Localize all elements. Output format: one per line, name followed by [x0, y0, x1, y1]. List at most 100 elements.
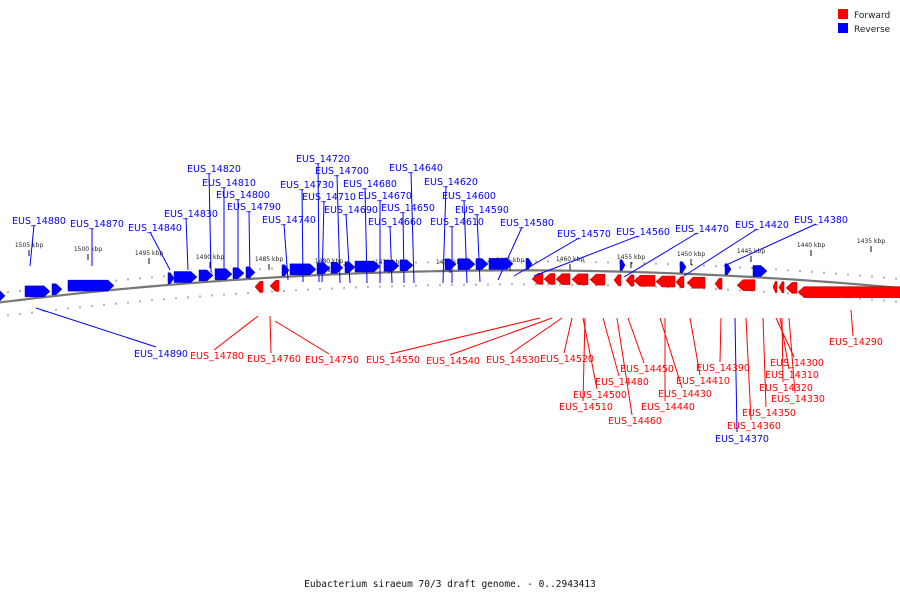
- forward-gene-label: EUS_14510: [559, 402, 613, 413]
- forward-label-leader: [719, 317, 722, 363]
- forward-gene-arrow: [254, 281, 264, 293]
- reverse-gene-label: EUS_14890: [134, 349, 188, 360]
- reverse-label-leader: [317, 162, 320, 283]
- forward-gene-arrow: [736, 279, 756, 291]
- forward-label-leader: [788, 317, 796, 394]
- reverse-gene-label: EUS_14720: [296, 154, 350, 165]
- reverse-label-leader: [533, 235, 639, 277]
- forward-label-leader: [269, 315, 272, 354]
- forward-gene-arrow: [778, 281, 785, 294]
- forward-gene-arrow: [555, 273, 571, 285]
- genome-caption: Eubacterium siraeum 70/3 draft genome. -…: [304, 579, 596, 590]
- forward-gene-label: EUS_14450: [620, 364, 674, 375]
- forward-gene-arrow: [571, 273, 589, 286]
- forward-gene-label: EUS_14460: [608, 416, 662, 427]
- reverse-gene-arrow: [475, 258, 489, 270]
- reverse-gene-label: EUS_14470: [675, 224, 729, 235]
- reverse-label-leader: [301, 188, 304, 283]
- scale-tick-label: 1450 kbp: [677, 251, 705, 258]
- legend-forward-label: Forward: [854, 11, 891, 21]
- reverse-gene-label: EUS_14870: [70, 219, 124, 230]
- forward-gene-label: EUS_14500: [573, 390, 627, 401]
- forward-label-leader: [274, 320, 330, 355]
- legend-reverse-label: Reverse: [854, 25, 891, 35]
- scale-tick-label: 1455 kbp: [617, 254, 645, 261]
- reverse-label-leader: [208, 172, 212, 273]
- forward-gene-label: EUS_14480: [595, 377, 649, 388]
- forward-gene-arrow: [675, 276, 685, 288]
- reverse-label-leader: [248, 210, 251, 280]
- reverse-gene-label: EUS_14710: [302, 192, 356, 203]
- forward-gene-arrow: [714, 278, 723, 290]
- reverse-label-leader: [364, 187, 368, 284]
- reverse-gene-label: EUS_14640: [389, 163, 443, 174]
- reverse-gene-label: EUS_14830: [164, 209, 218, 220]
- reverse-label-leader: [476, 213, 481, 283]
- reverse-gene-label: EUS_14740: [262, 215, 316, 226]
- reverse-label-leader: [402, 211, 405, 284]
- forward-gene-label: EUS_14310: [765, 370, 819, 381]
- reverse-gene-arrow: [281, 264, 290, 277]
- reverse-label-leader: [497, 226, 523, 281]
- reverse-gene-label: EUS_14580: [500, 218, 554, 229]
- reverse-gene-label: EUS_14590: [455, 205, 509, 216]
- forward-gene-label: EUS_14300: [770, 358, 824, 369]
- forward-gene-label: EUS_14520: [540, 354, 594, 365]
- reverse-gene-arrow: [752, 265, 768, 277]
- forward-swatch: [838, 9, 848, 19]
- reverse-gene-arrow: [51, 283, 63, 295]
- reverse-gene-label: EUS_14700: [315, 166, 369, 177]
- reverse-gene-arrow: [198, 269, 214, 282]
- forward-label-leader: [627, 317, 645, 364]
- reverse-gene-label: EUS_14600: [442, 191, 496, 202]
- forward-label-leader: [509, 317, 563, 355]
- reverse-gene-label: EUS_14420: [735, 220, 789, 231]
- forward-gene-arrow: [269, 280, 280, 292]
- scale-tick-label: 1445 kbp: [737, 248, 765, 255]
- forward-gene-arrow: [625, 274, 635, 287]
- reverse-gene-arrow: [354, 260, 381, 273]
- reverse-gene-label: EUS_14670: [358, 191, 412, 202]
- forward-gene-label: EUS_14430: [658, 389, 712, 400]
- scale-tick-label: 1490 kbp: [196, 254, 224, 261]
- forward-gene-arrow: [686, 276, 706, 289]
- forward-gene-arrow: [797, 286, 900, 298]
- reverse-label-leader: [336, 174, 341, 284]
- reverse-gene-label: EUS_14730: [280, 180, 334, 191]
- forward-label-leader: [449, 317, 553, 356]
- reverse-label-leader: [723, 223, 817, 267]
- reverse-label-leader: [321, 200, 325, 283]
- forward-label-leader: [850, 309, 854, 337]
- legend-reverse: Reverse: [838, 23, 898, 37]
- scale-tick-label: 1440 kbp: [797, 242, 825, 249]
- forward-gene-label: EUS_14540: [426, 356, 480, 367]
- reverse-gene-arrow: [67, 279, 115, 292]
- forward-label-leader: [563, 317, 573, 354]
- reverse-label-leader: [623, 232, 698, 278]
- scale-tick-label: 1485 kbp: [255, 256, 283, 263]
- forward-label-leader: [582, 317, 598, 390]
- reverse-label-leader: [389, 225, 393, 284]
- scale-tick-label: 1465 kbp: [496, 257, 524, 264]
- reverse-gene-arrow: [167, 272, 175, 284]
- forward-label-leader: [213, 315, 259, 351]
- reverse-label-leader: [283, 223, 289, 281]
- reverse-label-leader: [513, 237, 580, 277]
- forward-label-leader: [775, 317, 795, 358]
- reverse-gene-arrow: [173, 271, 198, 283]
- reverse-gene-arrow: [344, 261, 356, 273]
- scale-tick-label: 1500 kbp: [74, 246, 102, 253]
- reverse-label-leader: [410, 171, 415, 284]
- forward-gene-label: EUS_14440: [641, 402, 695, 413]
- forward-gene-label: EUS_14350: [742, 408, 796, 419]
- reverse-gene-arrow: [24, 285, 51, 298]
- forward-gene-arrow: [772, 281, 778, 293]
- forward-gene-label: EUS_14780: [190, 351, 244, 362]
- reverse-gene-label: EUS_14570: [557, 229, 611, 240]
- forward-label-leader: [745, 317, 752, 421]
- reverse-gene-label: EUS_14370: [715, 434, 769, 445]
- forward-gene-arrow: [633, 275, 656, 287]
- forward-gene-label: EUS_14550: [366, 355, 420, 366]
- forward-gene-label: EUS_14410: [676, 376, 730, 387]
- forward-label-leader: [689, 317, 701, 376]
